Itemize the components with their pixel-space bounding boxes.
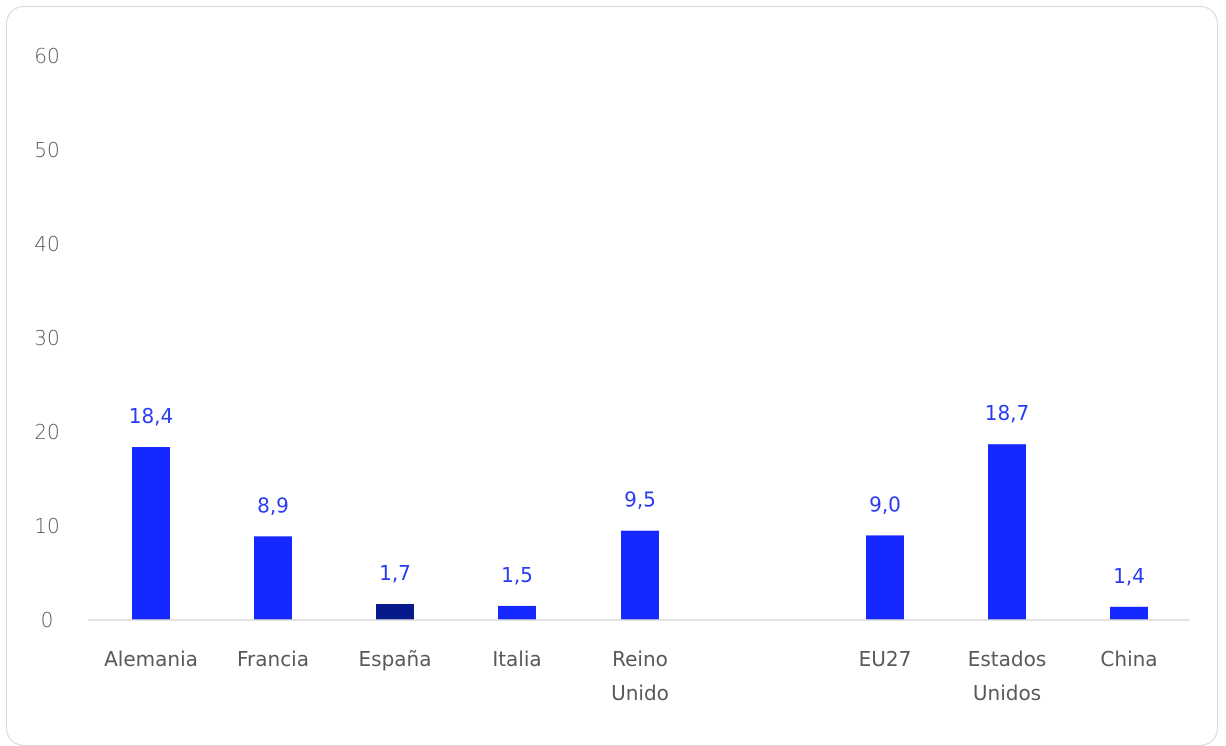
category-label: Reino (612, 647, 668, 671)
data-label: 1,4 (1113, 564, 1145, 588)
data-label: 1,7 (379, 561, 411, 585)
y-tick-label: 20 (34, 420, 59, 444)
category-label: España (359, 647, 432, 671)
y-tick-label: 50 (34, 138, 59, 162)
data-label: 9,0 (869, 492, 901, 516)
y-tick-label: 40 (34, 232, 59, 256)
data-labels: 18,4 8,9 1,7 1,5 9,5 9,0 18,7 1,4 (129, 401, 1145, 588)
bar (254, 536, 292, 620)
bar (498, 605, 536, 620)
y-axis: 0 10 20 30 40 50 60 (34, 44, 59, 632)
data-label: 1,5 (501, 563, 533, 587)
data-label: 8,9 (257, 493, 289, 517)
category-label: Unidos (973, 681, 1041, 705)
y-tick-label: 60 (34, 44, 59, 68)
category-label: Estados (968, 647, 1047, 671)
bar (132, 447, 170, 620)
x-axis: Alemania Francia España Italia Reino Unido EU2… (88, 619, 1190, 705)
bar-chart: 0 10 20 30 40 50 60 18,4 8,9 1,7 1,5 9,5 9,0 18,7 1,4… (34, 44, 1190, 705)
bar (1110, 606, 1148, 620)
bar (866, 535, 904, 620)
bar (988, 444, 1026, 620)
data-label: 18,4 (129, 404, 174, 428)
category-label: Unido (611, 681, 669, 705)
category-label: Alemania (104, 647, 198, 671)
chart-frame (6, 6, 1218, 746)
category-label: Italia (492, 647, 541, 671)
data-label: 18,7 (985, 401, 1030, 425)
category-label: China (1100, 647, 1157, 671)
bar (621, 530, 659, 620)
category-label: EU27 (859, 647, 912, 671)
bar (376, 604, 414, 620)
y-tick-label: 30 (34, 326, 59, 350)
y-tick-label: 0 (41, 608, 54, 632)
category-label: Francia (237, 647, 309, 671)
y-tick-label: 10 (34, 514, 59, 538)
data-label: 9,5 (624, 488, 656, 512)
bars (132, 444, 1148, 620)
